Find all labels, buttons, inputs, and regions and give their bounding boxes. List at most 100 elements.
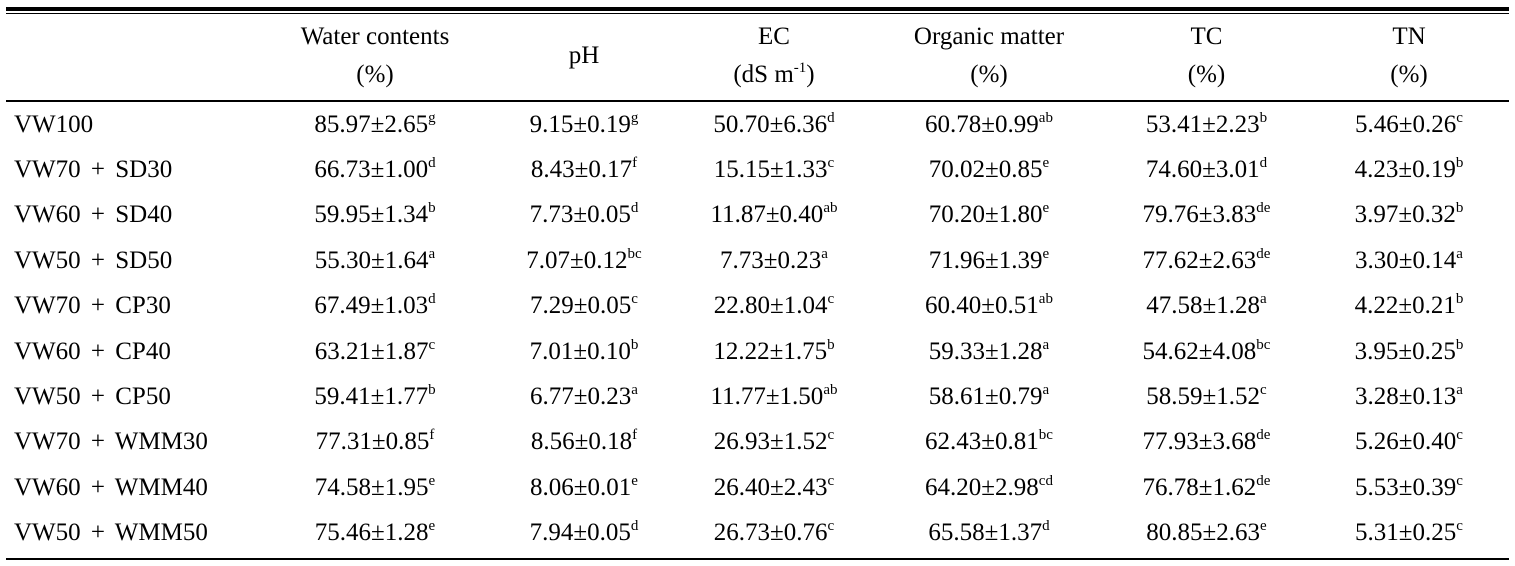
significance-letter: e <box>631 472 638 489</box>
cell-treatment: VW50 + WMM50 <box>14 519 208 547</box>
cell-organic-matter: 65.58±1.37d <box>874 511 1104 556</box>
cell-tc: 53.41±2.23b <box>1104 101 1309 147</box>
significance-letter: b <box>827 336 835 353</box>
significance-letter: c <box>1456 427 1463 444</box>
cell-value: 26.73±0.76 <box>713 519 828 547</box>
cell-value: 22.80±1.04 <box>713 292 828 320</box>
header-unit-main: (dS m <box>733 61 794 88</box>
cell-value: 11.77±1.50 <box>710 383 824 411</box>
cell-ph: 7.29±0.05c <box>494 284 674 329</box>
significance-letter: a <box>1042 336 1050 353</box>
significance-letter: a <box>428 245 436 262</box>
significance-letter: b <box>1455 200 1464 217</box>
cell-value: 60.78±0.99 <box>925 110 1039 138</box>
cell-value: 71.96±1.39 <box>928 246 1043 274</box>
cell-value: 11.87±0.40 <box>710 201 824 229</box>
cell-value: 59.33±1.28 <box>928 337 1043 365</box>
cell-value: 62.43±0.81 <box>925 428 1039 456</box>
cell-value: 4.22±0.21 <box>1354 292 1456 320</box>
cell-value: 74.58±1.95 <box>314 473 429 501</box>
cell-ph: 8.56±0.18f <box>494 420 674 465</box>
cell-ec: 22.80±1.04c <box>674 284 874 329</box>
cell-value: 63.21±1.87 <box>314 337 429 365</box>
header-label: TN <box>1392 23 1426 50</box>
table-row: VW60 + CP40 63.21±1.87c 7.01±0.10b 12.22±1.… <box>6 329 1509 374</box>
significance-letter: a <box>821 245 828 262</box>
significance-letter: de <box>1256 472 1271 489</box>
significance-letter: e <box>428 472 436 489</box>
table-body: VW100 85.97±2.65g 9.15±0.19g 50.70±6.36d 60.… <box>6 101 1509 556</box>
cell-tc: 79.76±3.83de <box>1104 193 1309 238</box>
cell-treatment: VW60 + CP40 <box>14 337 171 365</box>
cell-ec: 26.93±1.52c <box>674 420 874 465</box>
significance-letter: bc <box>627 245 642 262</box>
cell-value: 15.15±1.33 <box>713 156 828 184</box>
cell-value: 26.40±2.43 <box>713 473 828 501</box>
cell-ph: 7.01±0.10b <box>494 329 674 374</box>
significance-letter: d <box>1042 518 1050 535</box>
cell-value: 65.58±1.37 <box>928 519 1043 547</box>
significance-letter: b <box>428 200 436 217</box>
significance-letter: f <box>632 155 638 172</box>
cell-organic-matter: 70.20±1.80e <box>874 193 1104 238</box>
significance-letter: de <box>1256 200 1271 217</box>
cell-water-contents: 59.95±1.34b <box>256 193 494 238</box>
cell-value: 4.23±0.19 <box>1354 156 1456 184</box>
cell-ph: 8.06±0.01e <box>494 465 674 510</box>
significance-letter: c <box>1260 382 1267 399</box>
cell-tn: 5.46±0.26c <box>1309 101 1509 147</box>
cell-ph: 9.15±0.19g <box>494 101 674 147</box>
cell-value: 47.58±1.28 <box>1146 292 1261 320</box>
significance-letter: bc <box>1256 336 1271 353</box>
significance-letter: e <box>1260 518 1267 535</box>
cell-water-contents: 66.73±1.00d <box>256 147 494 192</box>
header-unit: (%) <box>1187 61 1226 88</box>
cell-treatment: VW50 + SD50 <box>14 246 173 274</box>
cell-value: 7.29±0.05 <box>530 292 632 320</box>
cell-value: 76.78±1.62 <box>1142 473 1257 501</box>
cell-value: 5.31±0.25 <box>1355 519 1457 547</box>
significance-letter: ab <box>1038 291 1053 308</box>
header-label: Organic matter <box>913 23 1065 50</box>
significance-letter: b <box>630 336 639 353</box>
significance-letter: g <box>428 109 436 126</box>
cell-value: 55.30±1.64 <box>314 246 429 274</box>
significance-letter: f <box>632 427 638 444</box>
cell-value: 8.56±0.18 <box>530 428 633 456</box>
table-row: VW70 + WMM30 77.31±0.85f 8.56±0.18f 26.93±1… <box>6 420 1509 465</box>
header-unit-sup: -1 <box>793 60 807 76</box>
significance-letter: cd <box>1038 472 1053 489</box>
cell-value: 64.20±2.98 <box>925 473 1039 501</box>
cell-organic-matter: 64.20±2.98cd <box>874 465 1104 510</box>
significance-letter: a <box>1456 382 1463 399</box>
cell-ph: 7.94±0.05d <box>494 511 674 556</box>
table-row: VW50 + CP50 59.41±1.77b 6.77±0.23a 11.77±1.… <box>6 374 1509 419</box>
cell-value: 26.93±1.52 <box>713 428 828 456</box>
cell-tn: 4.22±0.21b <box>1309 284 1509 329</box>
significance-letter: g <box>630 109 639 126</box>
significance-letter: ab <box>823 382 838 399</box>
cell-treatment: VW70 + SD30 <box>14 156 173 184</box>
cell-value: 79.76±3.83 <box>1142 201 1257 229</box>
cell-organic-matter: 62.43±0.81bc <box>874 420 1104 465</box>
significance-letter: de <box>1256 427 1271 444</box>
cell-ec: 26.40±2.43c <box>674 465 874 510</box>
cell-value: 12.22±1.75 <box>713 337 828 365</box>
cell-ec: 26.73±0.76c <box>674 511 874 556</box>
significance-letter: b <box>1455 291 1464 308</box>
significance-letter: c <box>827 155 835 172</box>
cell-value: 74.60±3.01 <box>1145 156 1260 184</box>
header-unit: (%) <box>1390 61 1428 88</box>
cell-tn: 5.26±0.40c <box>1309 420 1509 465</box>
cell-ec: 7.73±0.23a <box>674 238 874 283</box>
cell-value: 3.28±0.13 <box>1355 383 1457 411</box>
data-table: Water contents (%) pH EC (dS m-1) Organi… <box>6 14 1509 556</box>
cell-water-contents: 55.30±1.64a <box>256 238 494 283</box>
header-tn: TN (%) <box>1309 14 1509 98</box>
significance-letter: f <box>429 427 435 444</box>
cell-tn: 5.53±0.39c <box>1309 465 1509 510</box>
cell-value: 7.94±0.05 <box>529 519 631 547</box>
significance-letter: b <box>1455 336 1464 353</box>
significance-letter: b <box>1259 109 1268 126</box>
significance-letter: d <box>428 291 436 308</box>
